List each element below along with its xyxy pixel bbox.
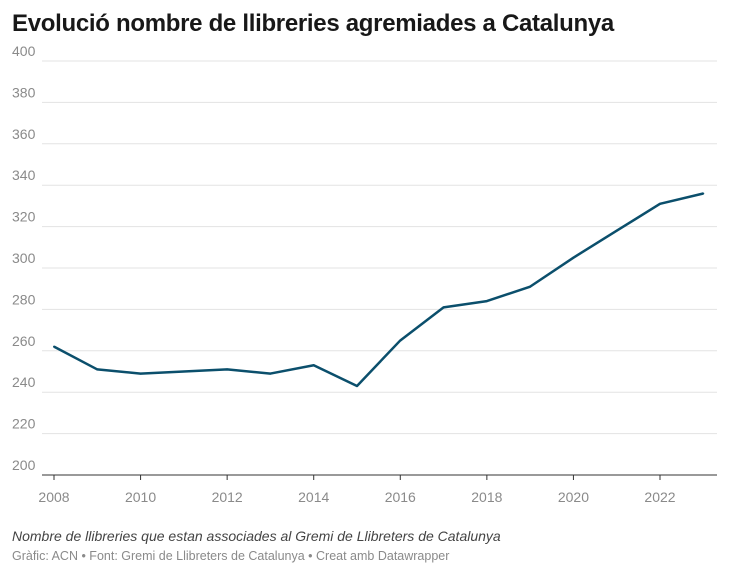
y-tick-label: 200 (12, 457, 36, 473)
data-point (356, 384, 358, 387)
data-point (615, 229, 618, 232)
y-tick-label: 260 (12, 333, 36, 349)
data-point (659, 202, 661, 205)
data-point (53, 345, 55, 348)
data-point (269, 372, 272, 375)
y-tick-label: 400 (12, 43, 36, 59)
y-tick-label: 240 (12, 374, 36, 390)
data-point (226, 368, 229, 371)
y-tick-label: 380 (12, 84, 36, 100)
y-tick-label: 300 (12, 250, 36, 266)
x-tick-label: 2020 (558, 489, 589, 505)
y-tick-label: 320 (12, 209, 36, 225)
chart-source: Gràfic: ACN • Font: Gremi de Llibreters … (12, 549, 450, 563)
x-tick-label: 2016 (385, 489, 416, 505)
x-tick-label: 2008 (38, 489, 69, 505)
data-point (572, 256, 575, 259)
x-tick-label: 2012 (212, 489, 243, 505)
line-chart: 200 220 240 260 280 300 320 340 360 380 400 2008 201… (12, 43, 717, 505)
y-tick-label: 220 (12, 416, 36, 432)
data-point (442, 306, 445, 309)
data-point (182, 370, 185, 373)
data-point (529, 285, 532, 288)
x-tick-label: 2010 (125, 489, 156, 505)
data-point (139, 372, 142, 375)
x-tick-label: 2018 (471, 489, 502, 505)
y-tick-label: 360 (12, 126, 36, 142)
series-line (53, 192, 704, 388)
x-tick-label: 2022 (644, 489, 675, 505)
x-tick-label: 2014 (298, 489, 329, 505)
data-point (485, 300, 488, 303)
y-tick-label: 340 (12, 167, 36, 183)
data-point (399, 339, 402, 342)
data-point (312, 364, 315, 367)
y-tick-label: 280 (12, 291, 36, 307)
chart-description: Nombre de llibreries que estan associade… (12, 528, 501, 544)
chart-title: Evolució nombre de llibreries agremiades… (12, 10, 614, 37)
data-point (96, 368, 99, 371)
data-point (702, 192, 705, 195)
